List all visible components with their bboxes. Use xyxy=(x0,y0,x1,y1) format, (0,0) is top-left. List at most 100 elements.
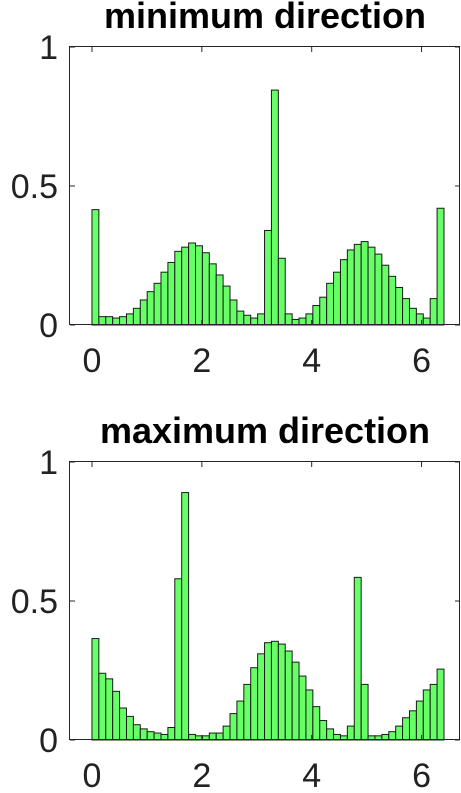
bar-series xyxy=(91,492,445,741)
histogram-bar xyxy=(346,725,355,741)
histogram-bar xyxy=(174,250,183,326)
histogram-bar xyxy=(243,683,252,741)
histogram-bar xyxy=(153,732,162,741)
histogram-bar xyxy=(319,296,328,326)
histogram-bar xyxy=(98,672,107,741)
histogram-bar xyxy=(408,710,417,741)
histogram-bar xyxy=(243,314,252,326)
y-tick-label: 0.5 xyxy=(11,583,58,621)
histogram-bar xyxy=(422,689,431,741)
histogram-bar xyxy=(167,261,176,326)
histogram-bar xyxy=(139,299,148,326)
histogram-bar xyxy=(312,305,321,326)
y-tick-label: 0 xyxy=(39,307,58,345)
histogram-bar xyxy=(360,683,369,741)
y-tick-label: 1 xyxy=(39,29,58,67)
histogram-bar xyxy=(146,731,155,741)
histogram-bar xyxy=(395,286,404,326)
histogram-bar xyxy=(188,242,197,326)
histogram-bar xyxy=(353,243,362,326)
histogram-bar xyxy=(112,690,121,741)
histogram-bar xyxy=(229,299,238,326)
histogram-bar xyxy=(326,282,335,326)
histogram-bar xyxy=(250,667,259,741)
histogram-bar xyxy=(257,653,266,741)
histogram-bar xyxy=(112,317,121,326)
histogram-bar xyxy=(125,715,134,741)
histogram-bar xyxy=(257,313,266,326)
histogram-bar xyxy=(298,675,307,741)
histogram-bar xyxy=(208,732,217,741)
y-axis-ticks: 00.51 xyxy=(11,29,460,345)
histogram-bar xyxy=(305,689,314,741)
y-tick-label: 0.5 xyxy=(11,168,58,206)
histogram-bar xyxy=(153,282,162,326)
histogram-bar xyxy=(360,241,369,326)
histogram-bar xyxy=(415,700,424,741)
histogram-bar xyxy=(333,271,341,326)
histogram-bar xyxy=(146,291,155,326)
histogram-bar xyxy=(284,650,293,741)
histogram-bar xyxy=(215,732,224,741)
histogram-bar xyxy=(353,576,362,741)
x-axis-ticks: 0 2 4 6 xyxy=(83,462,431,793)
histogram-bar xyxy=(270,89,279,326)
histogram-bar xyxy=(236,700,245,741)
histogram-bar xyxy=(298,317,307,326)
histogram-bar xyxy=(125,313,134,326)
histogram-bar xyxy=(201,252,210,326)
histogram-bar xyxy=(381,264,390,326)
histogram-bar xyxy=(160,271,169,326)
histogram-bar xyxy=(208,263,217,326)
histogram-bar xyxy=(291,661,300,741)
histogram-bar xyxy=(181,492,190,741)
histogram-bar xyxy=(326,728,335,741)
histogram-bar xyxy=(91,209,100,326)
histogram-bar xyxy=(167,726,176,741)
y-tick-label: 1 xyxy=(39,444,58,482)
x-tick-label: 2 xyxy=(192,342,211,380)
histogram-bar xyxy=(415,313,424,326)
x-tick-label: 6 xyxy=(412,757,431,793)
histogram-bar xyxy=(264,642,272,741)
y-axis-ticks: 00.51 xyxy=(11,444,460,760)
x-tick-label: 4 xyxy=(302,342,321,380)
histogram-bar xyxy=(132,724,141,741)
histogram-bar xyxy=(105,678,114,741)
histogram-bar xyxy=(215,274,224,326)
histogram-bar xyxy=(119,707,127,741)
x-tick-label: 0 xyxy=(83,342,102,380)
bar-series xyxy=(91,89,445,326)
histogram-bar xyxy=(408,307,417,326)
histogram-bar xyxy=(422,317,431,326)
x-tick-label: 2 xyxy=(192,757,211,793)
histogram-bar xyxy=(222,725,231,741)
x-tick-label: 6 xyxy=(412,342,431,380)
histogram-bar xyxy=(270,640,279,741)
histogram-bar xyxy=(105,316,114,326)
histogram-bar xyxy=(229,713,238,741)
histogram-bar xyxy=(388,275,397,326)
histogram-bar xyxy=(181,246,190,326)
histogram-bar xyxy=(277,643,286,741)
histogram-bar xyxy=(367,246,376,326)
histogram-bar xyxy=(174,578,183,741)
x-tick-label: 0 xyxy=(83,757,102,793)
y-tick-label: 0 xyxy=(39,722,58,760)
histogram-bar xyxy=(264,229,272,326)
histogram-bar xyxy=(98,316,107,326)
histogram-bar xyxy=(119,316,127,326)
x-axis-ticks: 0 2 4 6 xyxy=(83,47,431,380)
histogram-bar xyxy=(429,298,438,326)
histogram-bar xyxy=(339,259,348,326)
histogram-bar xyxy=(250,317,259,326)
histogram-bar xyxy=(277,257,286,326)
histogram-bar xyxy=(436,668,445,741)
histogram-bar xyxy=(374,253,383,326)
histogram-bar xyxy=(402,717,410,741)
histogram-bar xyxy=(139,728,148,741)
histogram-bar xyxy=(91,638,100,741)
